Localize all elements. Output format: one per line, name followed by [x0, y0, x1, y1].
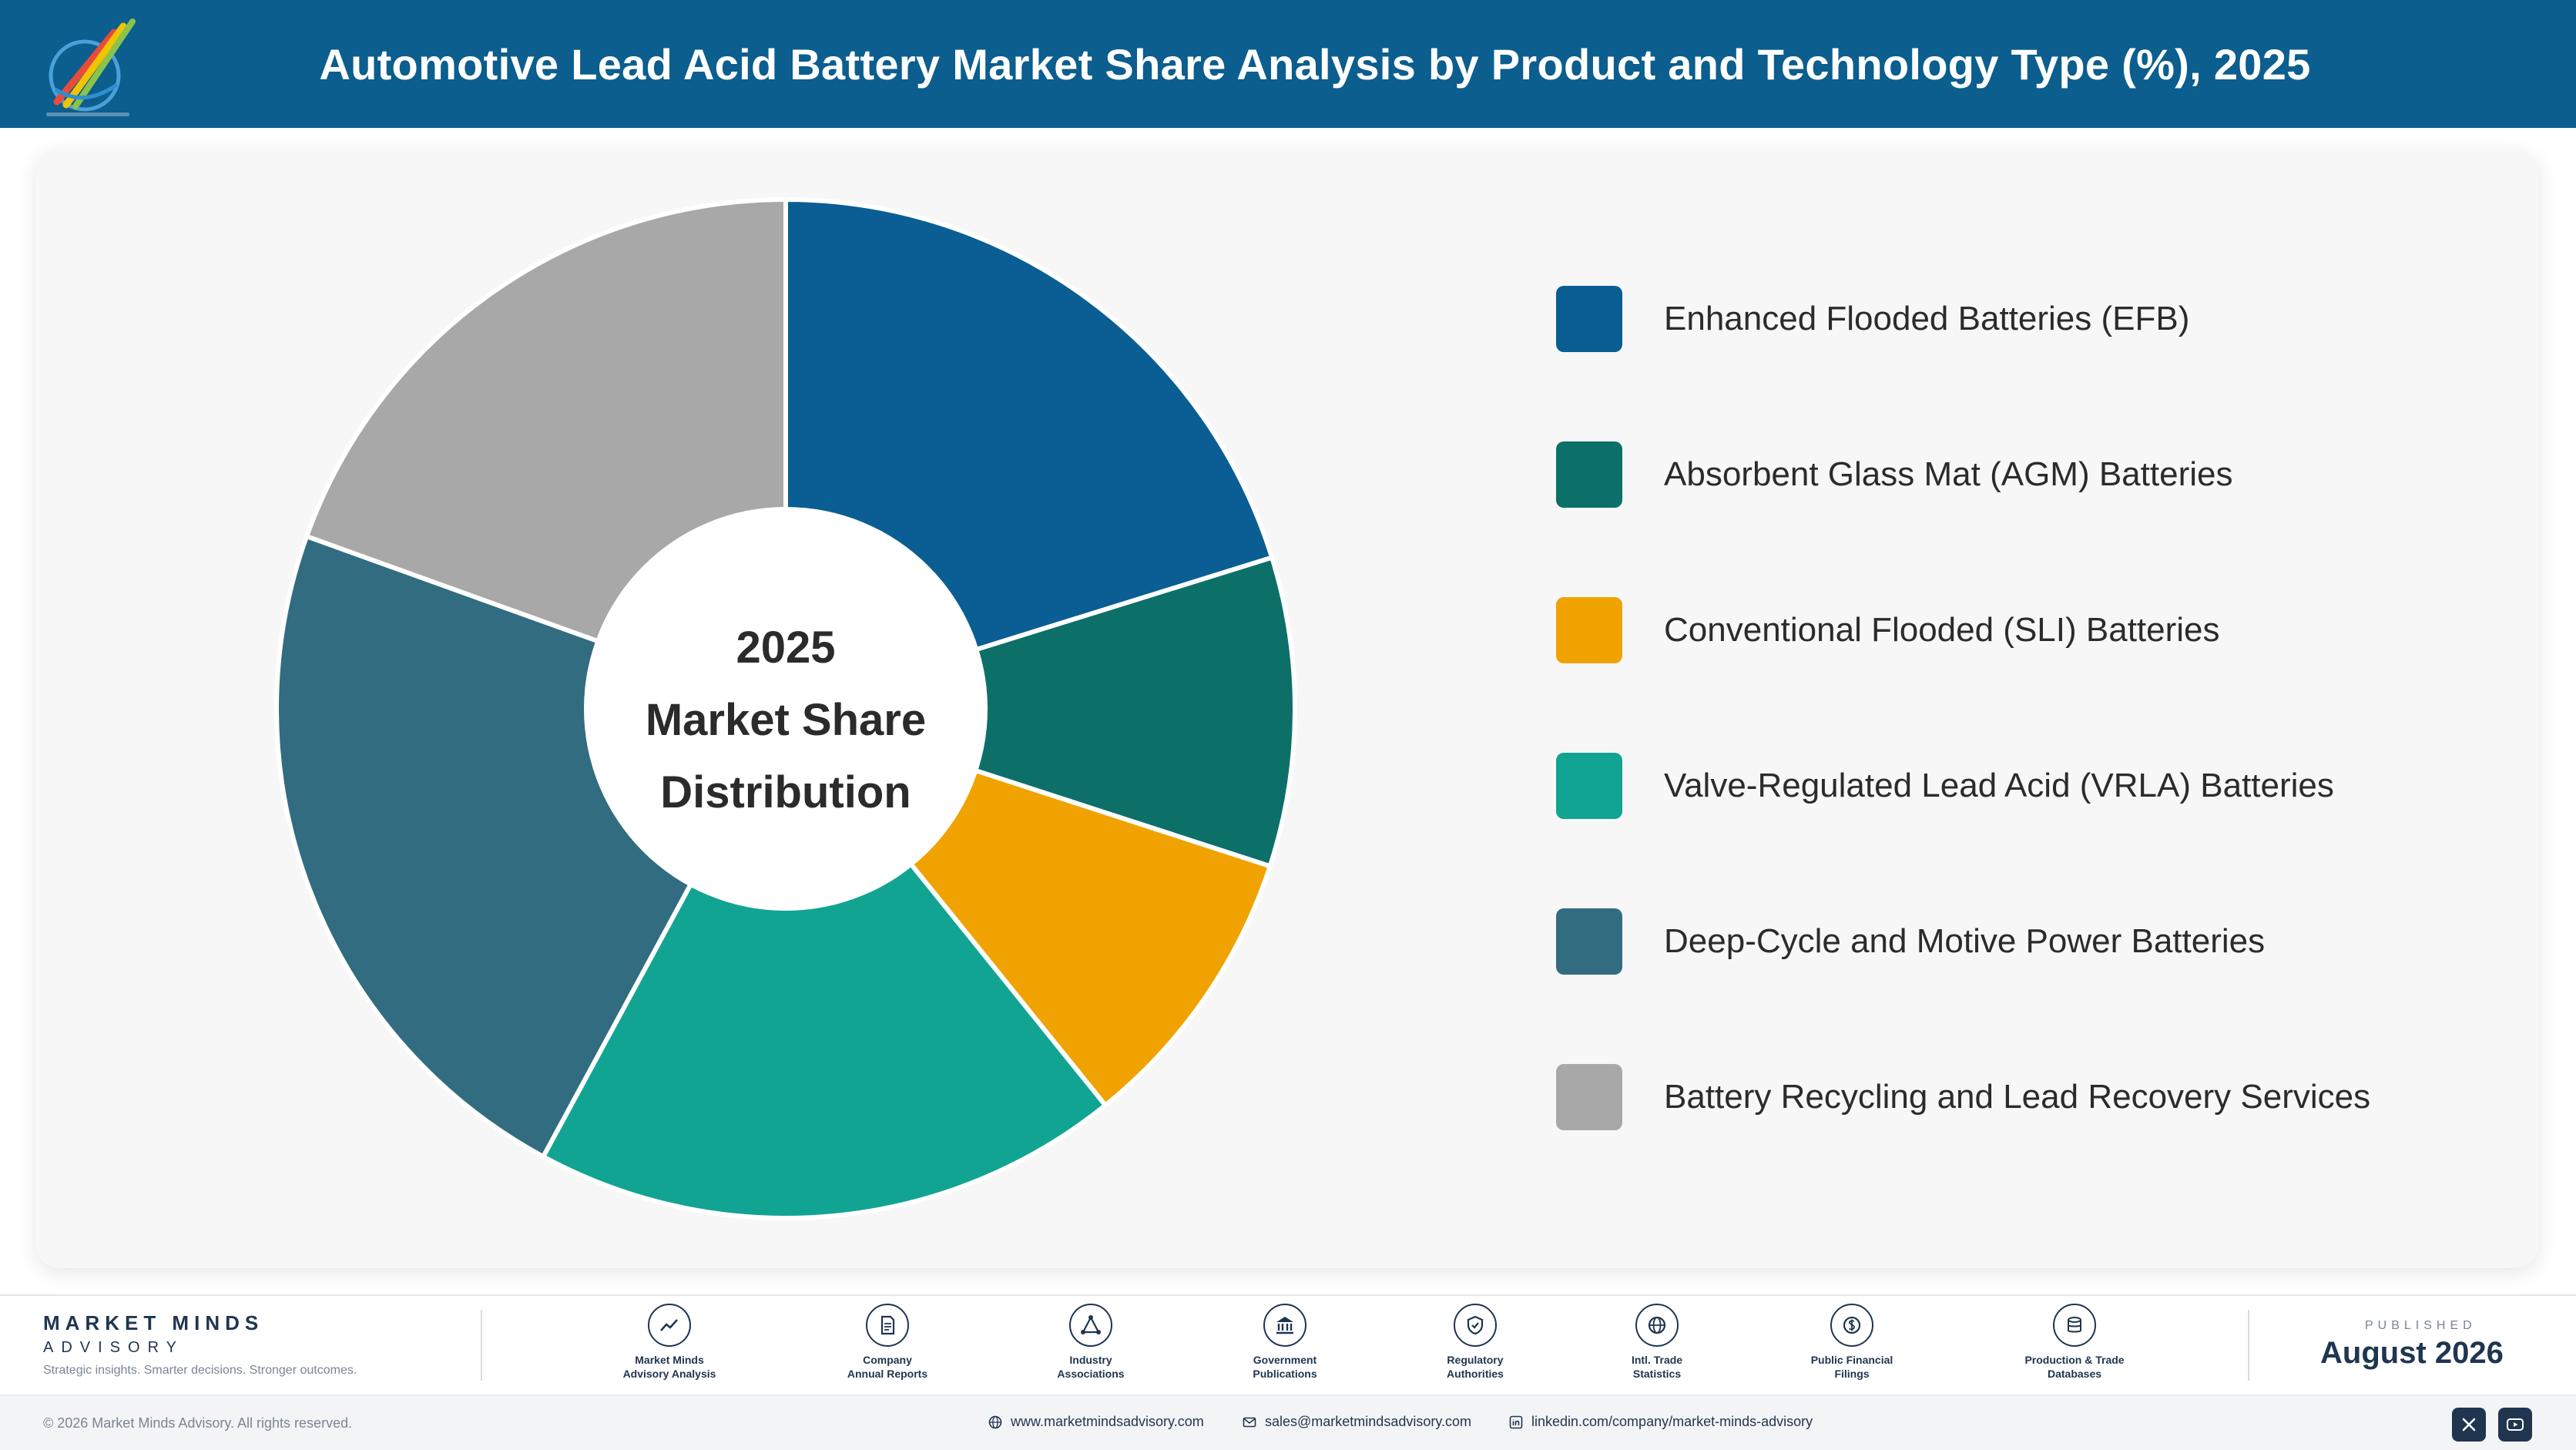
- x-social-button[interactable]: [2452, 1408, 2486, 1442]
- company-logo-icon: [46, 18, 136, 116]
- footer: MARKET MINDS ADVISORY Strategic insights…: [0, 1294, 2576, 1450]
- legend-item-agm: Absorbent Glass Mat (AGM) Batteries: [1556, 441, 2232, 509]
- linkedin-text: linkedin.com/company/market-minds-adviso…: [1531, 1414, 1813, 1429]
- legend-item-vrla: Valve-Regulated Lead Acid (VRLA) Batteri…: [1556, 752, 2334, 820]
- legend-swatch: [1556, 441, 1622, 508]
- legend-item-efb: Enhanced Flooded Batteries (EFB): [1556, 285, 2189, 353]
- data-sources: Market Minds Advisory Analysis Company A…: [0, 1304, 2576, 1396]
- legend-item-recycling: Battery Recycling and Lead Recovery Serv…: [1556, 1063, 2370, 1131]
- source-label: Government Publications: [1253, 1354, 1317, 1380]
- linkedin-link[interactable]: linkedin.com/company/market-minds-adviso…: [1508, 1414, 1813, 1430]
- currency-icon: [1830, 1304, 1873, 1347]
- donut-center-label: 2025 Market Share Distribution: [585, 609, 986, 832]
- legend-label: Battery Recycling and Lead Recovery Serv…: [1664, 1078, 2371, 1116]
- brand-name: MARKET MINDS: [43, 1311, 264, 1334]
- legend-item-sli: Conventional Flooded (SLI) Batteries: [1556, 596, 2220, 664]
- legend-swatch: [1556, 286, 1622, 352]
- page-title: Automotive Lead Acid Battery Market Shar…: [319, 39, 2311, 89]
- source-item: Regulatory Authorities: [1390, 1304, 1560, 1381]
- document-icon: [866, 1304, 909, 1347]
- source-label: Company Annual Reports: [847, 1354, 928, 1380]
- published-label: PUBLISHED: [2365, 1319, 2477, 1332]
- brand-tagline: Strategic insights. Smarter decisions. S…: [43, 1364, 357, 1377]
- linkedin-icon: [1509, 1415, 1523, 1428]
- legend-label: Absorbent Glass Mat (AGM) Batteries: [1664, 455, 2233, 493]
- shield-check-icon: [1454, 1304, 1497, 1347]
- legend-item-deep-cycle: Deep-Cycle and Motive Power Batteries: [1556, 908, 2265, 975]
- source-item: Intl. Trade Statistics: [1572, 1304, 1742, 1381]
- center-label-line-3: Distribution: [660, 767, 911, 817]
- source-label: Production & Trade Databases: [2024, 1354, 2125, 1380]
- source-item: Market Minds Advisory Analysis: [585, 1304, 754, 1381]
- center-label-line-2: Market Share: [645, 695, 927, 745]
- source-item: Company Annual Reports: [803, 1304, 972, 1381]
- youtube-social-button[interactable]: [2498, 1408, 2532, 1442]
- trend-chart-icon: [648, 1304, 691, 1347]
- legend-label: Deep-Cycle and Motive Power Batteries: [1664, 922, 2266, 960]
- globe-icon: [988, 1415, 1002, 1428]
- legend-swatch: [1556, 753, 1622, 819]
- source-label: Regulatory Authorities: [1447, 1354, 1504, 1380]
- website-link[interactable]: www.marketmindsadvisory.com: [988, 1414, 1204, 1430]
- website-text: www.marketmindsadvisory.com: [1011, 1414, 1204, 1429]
- source-item: Public Financial Filings: [1767, 1304, 1937, 1381]
- source-item: Industry Associations: [1006, 1304, 1176, 1381]
- legend-swatch: [1556, 1064, 1622, 1130]
- legend-swatch: [1556, 597, 1622, 663]
- published-date: August 2026: [2320, 1336, 2504, 1370]
- source-label: Industry Associations: [1057, 1354, 1125, 1380]
- source-label: Public Financial Filings: [1810, 1354, 1893, 1380]
- footer-divider: [481, 1310, 482, 1381]
- brand-subtitle: ADVISORY: [43, 1339, 184, 1356]
- globe-icon: [1635, 1304, 1679, 1347]
- source-label: Intl. Trade Statistics: [1631, 1354, 1683, 1380]
- footer-bottom-bar: © 2026 Market Minds Advisory. All rights…: [0, 1395, 2576, 1450]
- legend-label: Conventional Flooded (SLI) Batteries: [1664, 611, 2220, 649]
- source-item: Production & Trade Databases: [1990, 1304, 2159, 1381]
- mail-icon: [1243, 1417, 1256, 1427]
- header-bar: Automotive Lead Acid Battery Market Shar…: [0, 0, 2576, 128]
- network-icon: [1069, 1304, 1112, 1347]
- x-logo-icon: [2462, 1418, 2476, 1432]
- email-link[interactable]: sales@marketmindsadvisory.com: [1242, 1414, 1471, 1430]
- center-label-year: 2025: [736, 623, 836, 673]
- youtube-icon: [2507, 1418, 2524, 1431]
- government-building-icon: [1263, 1304, 1306, 1347]
- source-item: Government Publications: [1200, 1304, 1370, 1381]
- legend-label: Valve-Regulated Lead Acid (VRLA) Batteri…: [1664, 767, 2334, 804]
- legend-label: Enhanced Flooded Batteries (EFB): [1664, 300, 2190, 337]
- email-text: sales@marketmindsadvisory.com: [1265, 1414, 1472, 1429]
- footer-divider: [2248, 1310, 2249, 1381]
- legend-swatch: [1556, 908, 1622, 975]
- database-icon: [2053, 1304, 2096, 1347]
- copyright-text: © 2026 Market Minds Advisory. All rights…: [43, 1415, 353, 1431]
- source-label: Market Minds Advisory Analysis: [622, 1354, 716, 1380]
